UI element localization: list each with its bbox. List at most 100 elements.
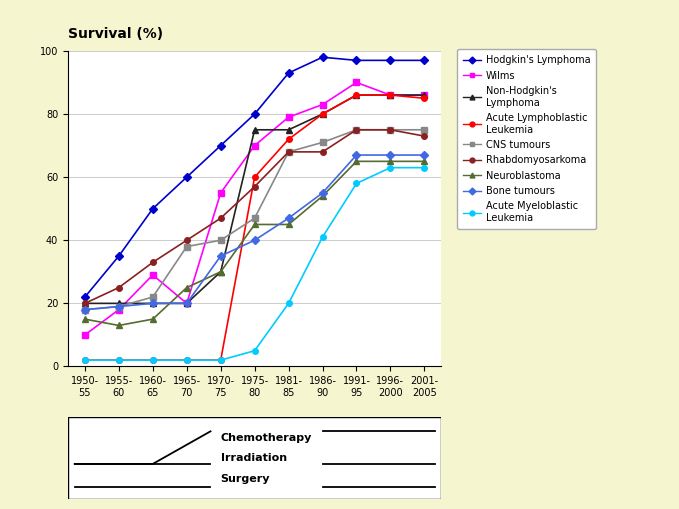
Neuroblastoma [81,316,89,322]
Acute Myeloblastic
Leukemia [251,348,259,354]
Acute Myeloblastic
Leukemia [217,357,225,363]
Rhabdomyosarkoma [251,184,259,190]
Acute Myeloblastic
Leukemia [420,164,428,171]
Wilms [183,300,191,306]
CNS tumours [352,127,361,133]
Neuroblastoma [352,158,361,164]
Line: Neuroblastoma: Neuroblastoma [82,159,427,328]
Hodgkin's Lymphoma [318,54,327,60]
CNS tumours [149,294,157,300]
Wilms [217,190,225,196]
Wilms [318,101,327,107]
Acute Lymphoblastic
Leukemia [217,357,225,363]
Line: Wilms: Wilms [82,80,427,337]
CNS tumours [81,306,89,313]
Bone tumours [386,152,394,158]
CNS tumours [251,215,259,221]
Text: Survival (%): Survival (%) [68,26,163,41]
Bone tumours [149,300,157,306]
Acute Myeloblastic
Leukemia [352,180,361,186]
Acute Myeloblastic
Leukemia [149,357,157,363]
CNS tumours [217,237,225,243]
Line: CNS tumours: CNS tumours [82,127,427,313]
Hodgkin's Lymphoma [183,174,191,180]
Non-Hodgkin's
Lymphoma [352,92,361,98]
Bone tumours [183,300,191,306]
Rhabdomyosarkoma [386,127,394,133]
Neuroblastoma [183,285,191,291]
Neuroblastoma [115,322,123,328]
Wilms [352,79,361,86]
Neuroblastoma [285,221,293,228]
Line: Non-Hodgkin's
Lymphoma: Non-Hodgkin's Lymphoma [82,92,427,306]
Neuroblastoma [149,316,157,322]
Acute Lymphoblastic
Leukemia [318,111,327,117]
Acute Myeloblastic
Leukemia [318,234,327,240]
CNS tumours [318,139,327,146]
Text: Irradiation: Irradiation [221,453,287,463]
Non-Hodgkin's
Lymphoma [251,127,259,133]
CNS tumours [386,127,394,133]
Neuroblastoma [318,193,327,199]
Non-Hodgkin's
Lymphoma [183,300,191,306]
Bone tumours [285,215,293,221]
Acute Myeloblastic
Leukemia [183,357,191,363]
Acute Lymphoblastic
Leukemia [81,357,89,363]
Acute Myeloblastic
Leukemia [115,357,123,363]
Wilms [420,92,428,98]
Bone tumours [251,237,259,243]
Rhabdomyosarkoma [81,300,89,306]
Acute Myeloblastic
Leukemia [285,300,293,306]
Text: Surgery: Surgery [221,474,270,484]
Non-Hodgkin's
Lymphoma [318,111,327,117]
Wilms [81,332,89,338]
Acute Lymphoblastic
Leukemia [183,357,191,363]
Wilms [115,306,123,313]
Acute Lymphoblastic
Leukemia [386,92,394,98]
Non-Hodgkin's
Lymphoma [420,92,428,98]
Line: Bone tumours: Bone tumours [82,152,427,313]
Wilms [285,114,293,120]
Wilms [251,143,259,149]
Hodgkin's Lymphoma [81,294,89,300]
Legend: Hodgkin's Lymphoma, Wilms, Non-Hodgkin's
Lymphoma, Acute Lymphoblastic
Leukemia,: Hodgkin's Lymphoma, Wilms, Non-Hodgkin's… [458,49,596,229]
Hodgkin's Lymphoma [217,143,225,149]
Wilms [386,92,394,98]
Acute Lymphoblastic
Leukemia [420,95,428,101]
Line: Acute Lymphoblastic
Leukemia: Acute Lymphoblastic Leukemia [82,92,427,363]
Acute Lymphoblastic
Leukemia [285,136,293,143]
Hodgkin's Lymphoma [420,58,428,64]
Acute Lymphoblastic
Leukemia [115,357,123,363]
Hodgkin's Lymphoma [386,58,394,64]
Rhabdomyosarkoma [285,149,293,155]
Acute Lymphoblastic
Leukemia [251,174,259,180]
Rhabdomyosarkoma [318,149,327,155]
CNS tumours [115,303,123,309]
Wilms [149,272,157,278]
Bone tumours [420,152,428,158]
Non-Hodgkin's
Lymphoma [386,92,394,98]
Rhabdomyosarkoma [352,127,361,133]
Neuroblastoma [251,221,259,228]
Hodgkin's Lymphoma [251,111,259,117]
Bone tumours [115,303,123,309]
Acute Myeloblastic
Leukemia [81,357,89,363]
Rhabdomyosarkoma [183,237,191,243]
Non-Hodgkin's
Lymphoma [115,300,123,306]
Hodgkin's Lymphoma [149,206,157,212]
Non-Hodgkin's
Lymphoma [285,127,293,133]
Bone tumours [318,190,327,196]
Rhabdomyosarkoma [115,285,123,291]
Neuroblastoma [217,269,225,275]
FancyBboxPatch shape [68,417,441,499]
Non-Hodgkin's
Lymphoma [81,300,89,306]
Hodgkin's Lymphoma [115,253,123,259]
Hodgkin's Lymphoma [285,70,293,76]
Line: Acute Myeloblastic
Leukemia: Acute Myeloblastic Leukemia [82,165,427,363]
Neuroblastoma [386,158,394,164]
CNS tumours [183,243,191,249]
Non-Hodgkin's
Lymphoma [149,300,157,306]
Neuroblastoma [420,158,428,164]
Rhabdomyosarkoma [420,133,428,139]
Acute Myeloblastic
Leukemia [386,164,394,171]
